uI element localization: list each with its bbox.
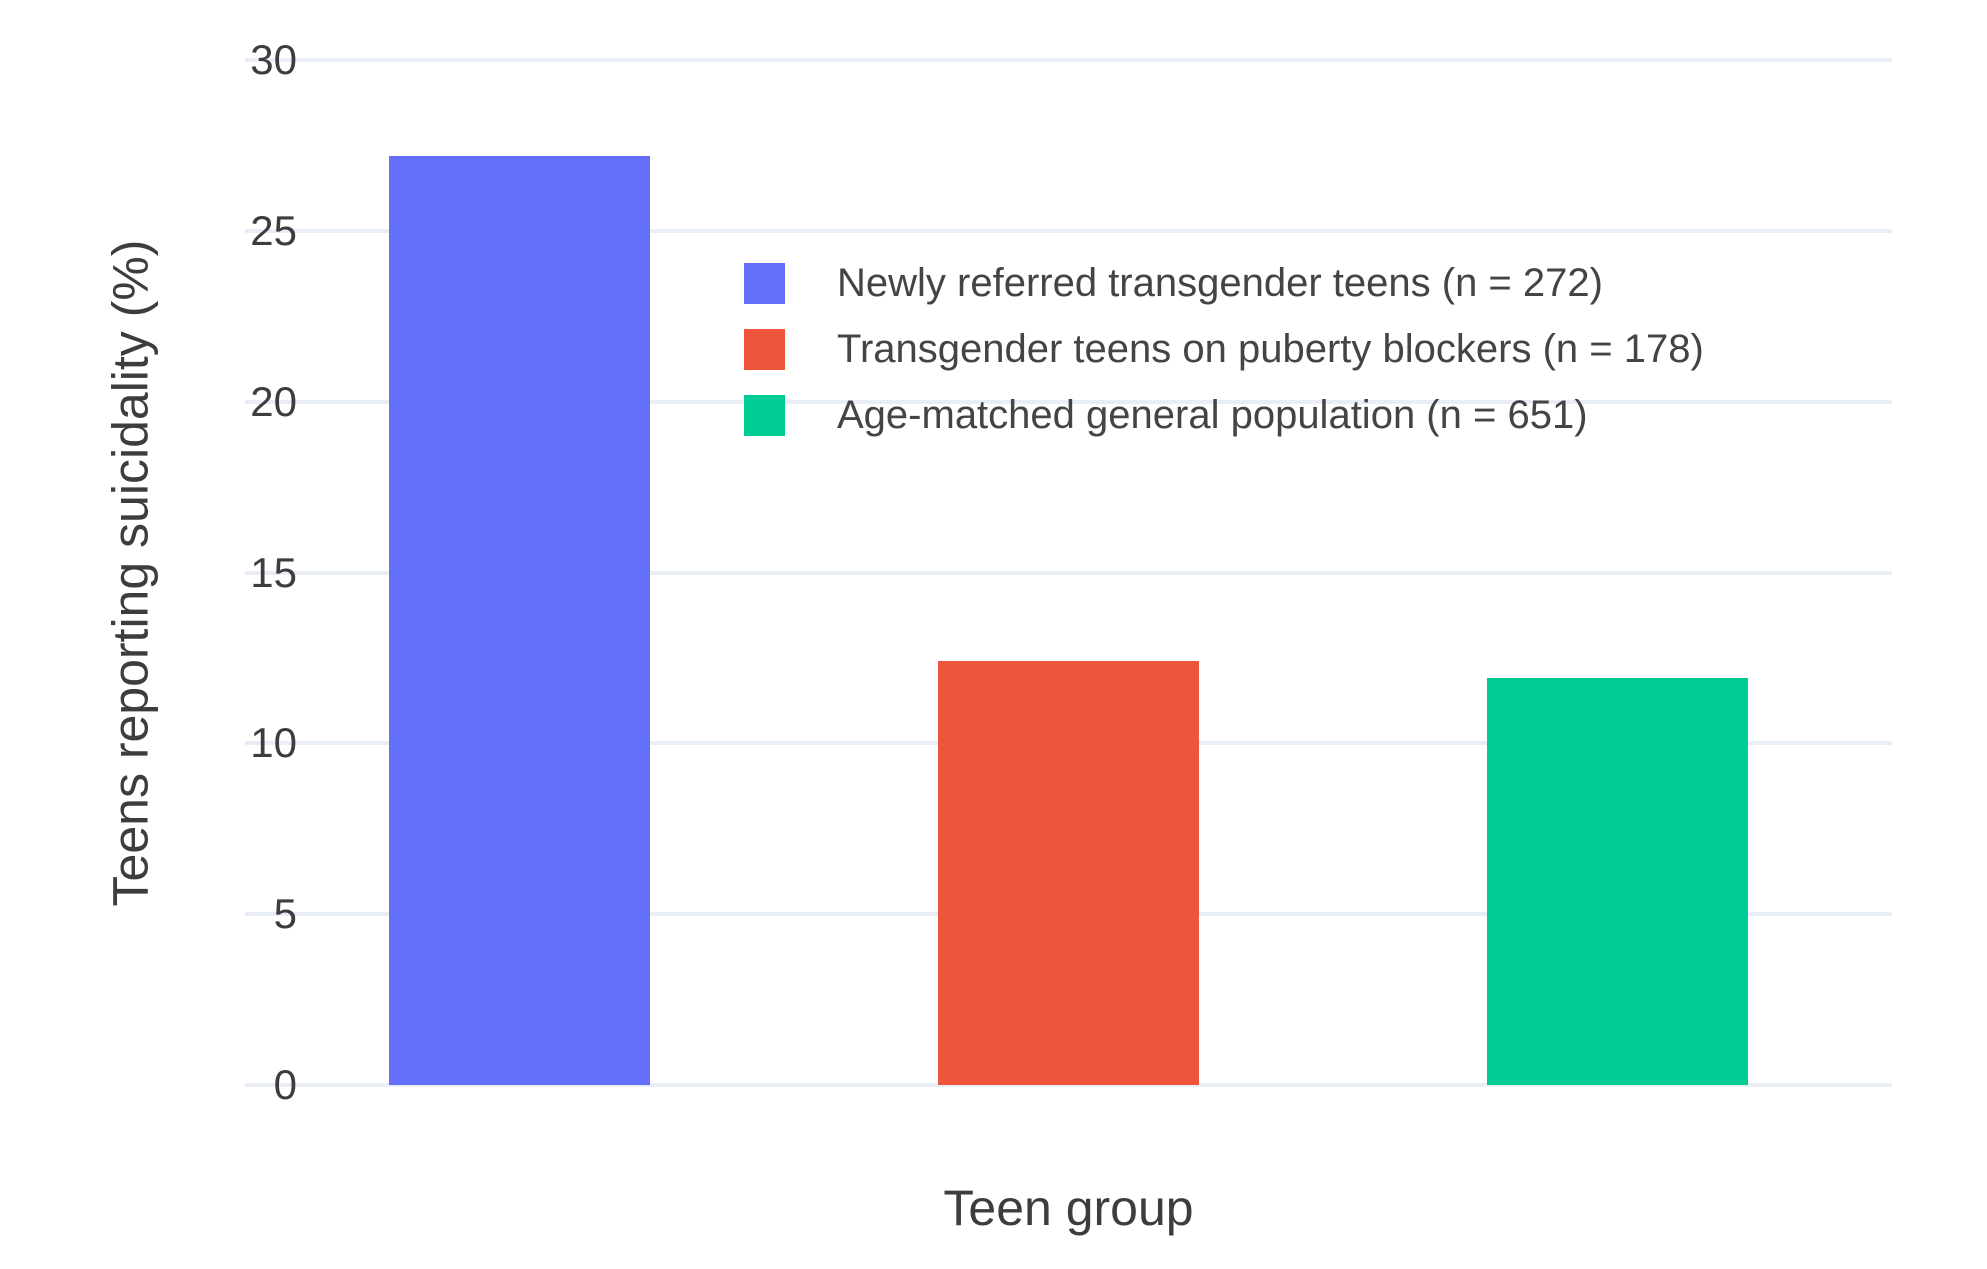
y-tick-label-0: 0	[273, 1061, 297, 1108]
gridline-0	[245, 1083, 1892, 1087]
y-tick-label-15: 15	[250, 548, 297, 596]
y-tick-label-20: 20	[250, 377, 297, 425]
legend-label: Transgender teens on puberty blockers (n…	[837, 326, 1704, 371]
y-axis-title: Teens reporting suicidality (%)	[102, 239, 159, 907]
legend-swatch-blue	[744, 262, 785, 304]
gridline-20	[245, 399, 1892, 404]
legend-label: Age-matched general population (n = 651)	[837, 392, 1588, 437]
legend-item: Transgender teens on puberty blockers (n…	[744, 316, 1704, 382]
bar-2	[938, 661, 1199, 1085]
y-tick-label-10: 10	[250, 719, 297, 767]
gridline-30	[245, 58, 1892, 62]
bar-3	[1487, 678, 1748, 1085]
bar-1	[389, 155, 650, 1085]
y-tick-label-30: 30	[250, 36, 297, 83]
legend-swatch-red	[744, 328, 785, 370]
x-axis-title: Teen group	[943, 1180, 1194, 1236]
legend-label: Newly referred transgender teens (n = 27…	[837, 260, 1603, 305]
legend-item: Newly referred transgender teens (n = 27…	[744, 250, 1704, 316]
gridline-25	[245, 228, 1892, 233]
y-tick-label-25: 25	[250, 206, 297, 254]
y-tick-label-5: 5	[273, 890, 297, 938]
legend-swatch-green	[744, 394, 785, 436]
gridline-15	[245, 570, 1892, 575]
legend-item: Age-matched general population (n = 651)	[744, 382, 1704, 448]
legend: Newly referred transgender teens (n = 27…	[744, 250, 1704, 448]
